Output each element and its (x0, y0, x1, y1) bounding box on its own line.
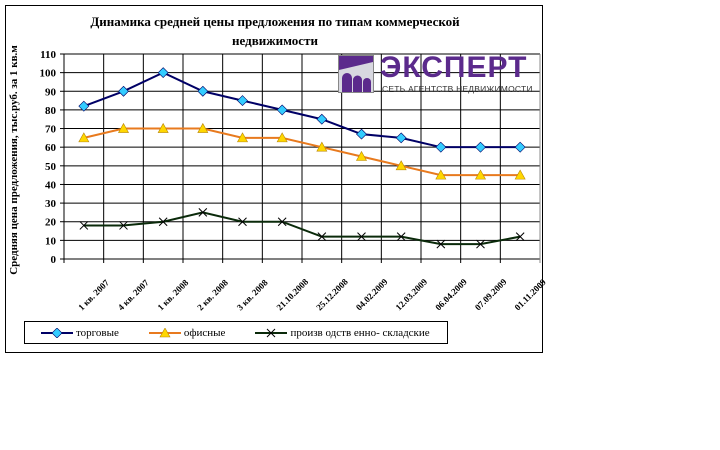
x-marker-icon (158, 217, 168, 227)
x-marker-icon (317, 232, 327, 241)
y-tick-label: 0 (51, 254, 57, 266)
x-tick-label: 04.02.2009 (354, 276, 390, 312)
x-marker-icon (79, 221, 89, 230)
triangle-marker-icon (395, 160, 407, 171)
x-marker-icon (119, 221, 128, 230)
legend-label: произв одств енно- складские (290, 326, 430, 339)
triangle-marker-icon (236, 132, 249, 143)
diamond-marker-icon (316, 113, 328, 125)
y-tick-label: 70 (45, 124, 57, 136)
x-tick-label: 1 кв. 2008 (156, 277, 191, 312)
diamond-marker-icon (475, 141, 486, 153)
series-lines (78, 67, 526, 249)
y-tick-label: 20 (45, 217, 57, 229)
x-tick-label: 2 кв. 2008 (195, 277, 230, 312)
triangle-marker-icon (474, 169, 487, 180)
diamond-marker-icon (395, 132, 407, 144)
x-marker-icon (198, 208, 208, 217)
y-axis-label: Средняя цена предложения, тыс.руб. за 1 … (8, 45, 20, 275)
x-marker-icon (255, 328, 288, 337)
logo: ЭКСПЕРТ СЕТЬ АГЕНТСТВ НЕДВИЖИМОСТИ (338, 51, 540, 95)
triangle-marker-icon (355, 150, 368, 161)
y-tick-label: 30 (45, 198, 57, 210)
x-marker-icon (357, 232, 366, 241)
x-tick-label: 12.03.2009 (394, 276, 430, 312)
triangle-marker-icon (197, 122, 209, 133)
x-tick-label: 3 кв. 2008 (235, 277, 270, 312)
logo-name: ЭКСПЕРТ (380, 51, 528, 84)
diamond-marker-icon (41, 327, 73, 338)
x-marker-icon (476, 239, 485, 249)
y-tick-label: 100 (40, 68, 57, 80)
triangle-marker-icon (316, 141, 328, 152)
y-tick-label: 50 (45, 161, 57, 173)
y-tick-label: 10 (45, 235, 57, 247)
diamond-marker-icon (237, 95, 248, 107)
legend-item-industrial: произв одств енно- складские (255, 326, 430, 339)
series-line (83, 211, 521, 246)
x-marker-icon (277, 217, 287, 227)
triangle-marker-icon (148, 327, 181, 337)
legend: торговые офисные произв одств енно- скла… (24, 321, 448, 344)
triangle-marker-icon (117, 122, 130, 133)
legend-item-retail: торговые (41, 327, 119, 339)
x-tick-label: 07.09.2009 (473, 276, 509, 312)
x-tick-label: 01.11.2009 (513, 277, 549, 313)
diamond-marker-icon (78, 100, 90, 112)
x-tick-label: 1 кв. 2007 (76, 277, 111, 312)
x-tick-label: 21.10.2008 (275, 276, 311, 312)
chart-title-line2: недвижимости (232, 33, 318, 48)
x-marker-icon (436, 239, 446, 249)
y-tick-label: 80 (45, 105, 57, 117)
gridlines (63, 53, 541, 263)
series-line (83, 71, 521, 149)
triangle-marker-icon (157, 122, 169, 133)
legend-label: торговые (76, 326, 119, 339)
y-tick-label: 90 (45, 86, 57, 98)
legend-label: офисные (183, 326, 226, 339)
x-marker-icon (396, 232, 406, 241)
x-tick-label: 4 кв. 2007 (116, 277, 151, 312)
x-marker-icon (515, 232, 525, 241)
y-tick-label: 110 (40, 49, 56, 61)
logo-subtitle: СЕТЬ АГЕНТСТВ НЕДВИЖИМОСТИ (382, 84, 533, 94)
x-tick-label: 06.04.2009 (433, 276, 469, 312)
y-tick-label: 60 (45, 142, 57, 154)
series-line (83, 127, 521, 177)
diamond-marker-icon (197, 85, 209, 97)
legend-item-office: офисные (148, 326, 226, 339)
diamond-marker-icon (118, 85, 129, 97)
chart-title: Динамика средней цены предложения по тип… (60, 12, 490, 50)
triangle-marker-icon (78, 132, 90, 143)
diamond-marker-icon (157, 67, 169, 79)
triangle-marker-icon (514, 169, 526, 180)
diamond-marker-icon (435, 141, 447, 153)
x-marker-icon (238, 217, 247, 227)
x-tick-label: 25.12.2008 (314, 276, 350, 312)
chart-title-line1: Динамика средней цены предложения по тип… (90, 14, 460, 29)
triangle-marker-icon (435, 169, 447, 180)
diamond-marker-icon (514, 141, 526, 153)
chart-frame (5, 5, 543, 353)
logo-arches-icon (338, 55, 374, 93)
y-tick-label: 40 (45, 179, 57, 191)
triangle-marker-icon (276, 132, 288, 143)
diamond-marker-icon (356, 128, 367, 140)
diamond-marker-icon (276, 104, 288, 116)
